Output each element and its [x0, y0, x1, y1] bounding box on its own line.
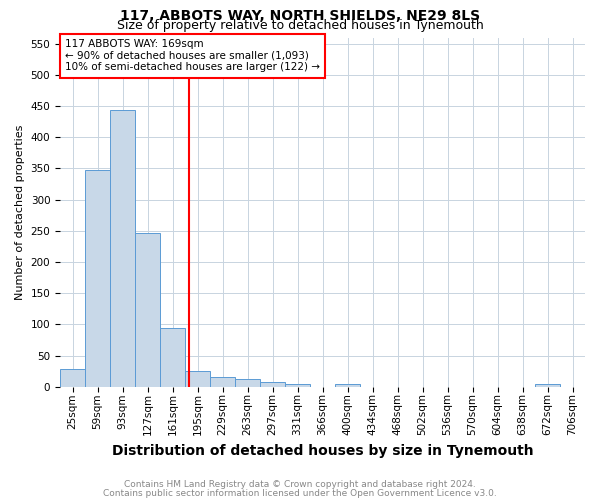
- Bar: [60, 370, 85, 387]
- Bar: [110, 110, 135, 387]
- Bar: [235, 380, 260, 387]
- Text: Contains public sector information licensed under the Open Government Licence v3: Contains public sector information licen…: [103, 488, 497, 498]
- Text: Contains HM Land Registry data © Crown copyright and database right 2024.: Contains HM Land Registry data © Crown c…: [124, 480, 476, 489]
- Bar: [285, 384, 310, 387]
- Bar: [335, 384, 360, 387]
- Text: 117, ABBOTS WAY, NORTH SHIELDS, NE29 8LS: 117, ABBOTS WAY, NORTH SHIELDS, NE29 8LS: [120, 9, 480, 23]
- Bar: [185, 371, 210, 387]
- Bar: [260, 382, 285, 387]
- Bar: [535, 384, 560, 387]
- Text: Size of property relative to detached houses in Tynemouth: Size of property relative to detached ho…: [116, 19, 484, 32]
- Bar: [85, 170, 110, 387]
- Bar: [210, 378, 235, 387]
- Text: 117 ABBOTS WAY: 169sqm
← 90% of detached houses are smaller (1,093)
10% of semi-: 117 ABBOTS WAY: 169sqm ← 90% of detached…: [65, 39, 320, 72]
- X-axis label: Distribution of detached houses by size in Tynemouth: Distribution of detached houses by size …: [112, 444, 533, 458]
- Y-axis label: Number of detached properties: Number of detached properties: [15, 124, 25, 300]
- Bar: [135, 232, 160, 387]
- Bar: [160, 328, 185, 387]
